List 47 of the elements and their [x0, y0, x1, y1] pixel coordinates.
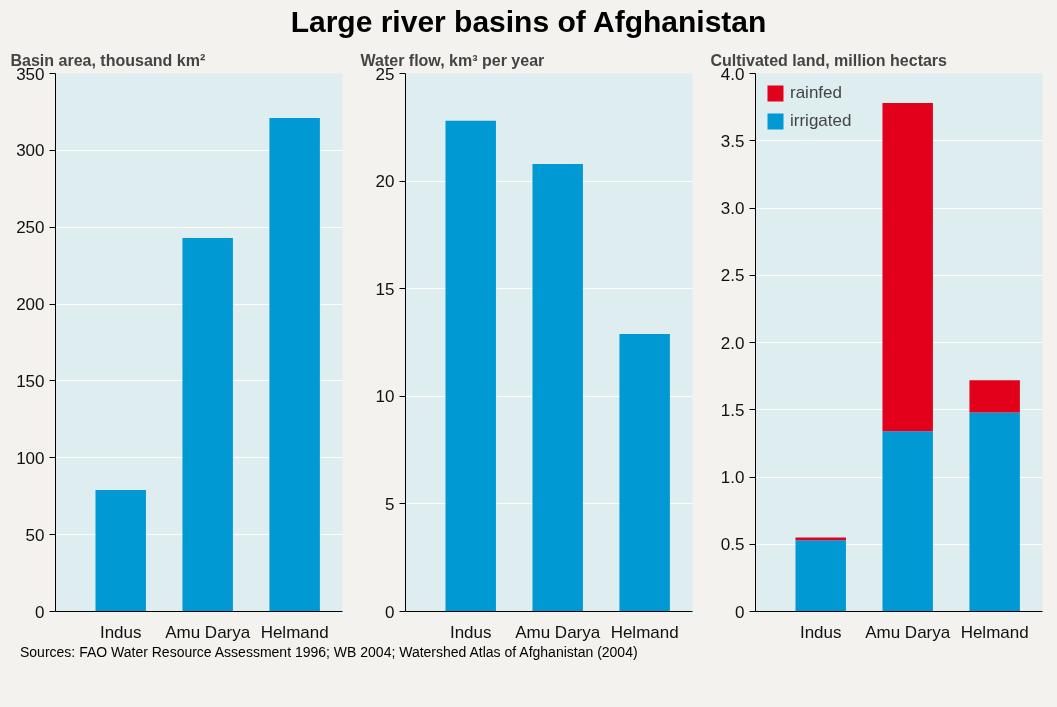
- x-tick-label: Indus: [449, 622, 492, 642]
- y-tick-label: 0: [35, 602, 45, 622]
- y-axis-title: Basin area, thousand km²: [10, 51, 206, 69]
- y-tick-label: 1.0: [720, 468, 745, 487]
- y-tick-label: 3.5: [720, 131, 745, 151]
- bar: [882, 103, 933, 432]
- y-tick-label: 100: [16, 448, 45, 468]
- bar: [532, 163, 583, 612]
- y-tick-label: 15: [375, 279, 395, 299]
- bar: [969, 380, 1020, 413]
- bar: [882, 431, 933, 612]
- y-tick-label: 300: [16, 141, 45, 161]
- y-tick-label: 2.5: [720, 266, 745, 286]
- chart-title: Large river basins of Afghanistan: [289, 4, 768, 40]
- bar: [619, 333, 670, 612]
- y-tick-label: 2.0: [720, 333, 745, 353]
- y-axis-title: Water flow, km³ per year: [360, 51, 545, 69]
- x-tick-label: Indus: [99, 622, 142, 642]
- y-tick-label: 5: [385, 494, 395, 514]
- legend-label: rainfed: [790, 83, 842, 103]
- x-tick-label: Helmand: [610, 622, 679, 642]
- x-tick-label: Indus: [799, 622, 842, 642]
- bar: [269, 118, 320, 612]
- y-tick-label: 1.5: [720, 400, 745, 420]
- bar: [95, 490, 146, 612]
- y-tick-label: 0.5: [720, 535, 745, 555]
- y-tick-label: 0: [735, 602, 745, 622]
- x-tick-label: Amu Darya: [515, 622, 601, 642]
- x-tick-label: Helmand: [260, 622, 329, 642]
- y-tick-label: 3.0: [720, 199, 745, 218]
- bar: [969, 412, 1020, 612]
- y-tick-label: 200: [16, 295, 45, 315]
- y-axis-title: Cultivated land, million hectars: [710, 51, 948, 69]
- y-tick-label: 250: [16, 218, 45, 238]
- x-tick-label: Amu Darya: [165, 622, 251, 642]
- y-tick-label: 50: [25, 525, 45, 545]
- y-tick-label: 20: [375, 172, 395, 192]
- y-tick-label: 0: [385, 602, 395, 622]
- x-tick-label: Amu Darya: [865, 622, 951, 642]
- bar: [795, 540, 846, 612]
- x-tick-label: Helmand: [960, 622, 1029, 642]
- legend-label: irrigated: [790, 111, 852, 131]
- y-tick-label: 150: [16, 371, 45, 391]
- y-tick-label: 10: [375, 387, 395, 407]
- bar: [445, 120, 496, 612]
- bar: [182, 237, 233, 612]
- source-note: Sources: FAO Water Resource Assessment 1996; WB 2004; Watershed Atlas of Afghanistan (2004): [19, 644, 639, 660]
